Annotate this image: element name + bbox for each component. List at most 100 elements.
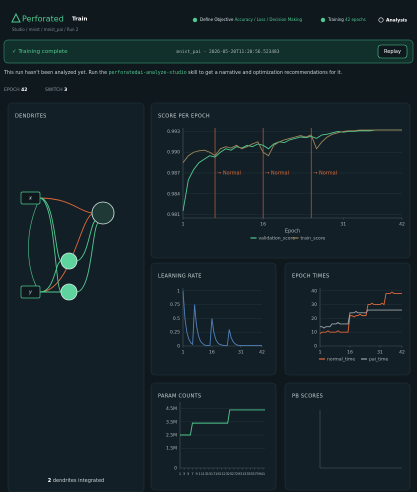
y-tick-label: 0.981 (167, 212, 180, 218)
header: Perforated Train Studio / mnist / mnist_… (11, 12, 407, 32)
output-node (91, 201, 115, 225)
dendrites-footer: 2 dendrites integrated (48, 478, 104, 484)
y-tick-label: 0.993 (167, 129, 180, 135)
x-tick-label: 23 (223, 472, 227, 476)
y-tick-label: 10 (311, 330, 317, 336)
chart-title: PARAM COUNTS (158, 394, 201, 400)
input-label: y (28, 290, 33, 296)
switch-label: → Normal (313, 171, 337, 177)
charts: SCORE PER EPOCH 0.981 0.984 0.987 0.990 0.993… (150, 102, 411, 491)
input-node (20, 285, 41, 299)
y-tick-label: 0 (177, 344, 180, 350)
logo-icon (11, 12, 21, 23)
x-tick-label: 39 (257, 472, 261, 476)
series-line (182, 290, 262, 346)
x-tick-label: 29 (236, 472, 240, 476)
notice: This run hasn't been analyzed yet. Run t… (3, 70, 342, 76)
x-tick-label: 31 (377, 350, 383, 356)
y-tick-label: 0.5 (173, 316, 180, 322)
legend-label: pai_time (369, 357, 389, 363)
y-tick-label: 1.5M (166, 446, 177, 452)
chart-panel (150, 262, 277, 376)
y-tick-label: 20 (311, 316, 317, 322)
y-tick-label: 1 (177, 288, 180, 294)
banner (3, 39, 414, 64)
input-label: x (28, 196, 32, 202)
x-axis-label: Epoch (285, 229, 300, 235)
y-tick-label: 0.75 (170, 302, 180, 308)
replay-label[interactable]: Replay (384, 49, 401, 55)
x-tick-label: 33 (244, 472, 248, 476)
legend-label: validation_score (259, 236, 296, 242)
dendrite-node (60, 252, 78, 270)
y-tick-label: 0.984 (167, 191, 180, 197)
footer-text: dendrites integrated (53, 478, 104, 484)
brand: Perforated (22, 15, 64, 24)
dendrite-node (60, 283, 78, 301)
x-tick-label: 15 (207, 472, 211, 476)
y-tick-label: 0 (174, 466, 177, 472)
x-tick-label: 37 (252, 472, 256, 476)
x-tick-label: 42 (399, 350, 405, 356)
stat-label: SWITCH (45, 87, 63, 93)
step-detail[interactable]: 42 epochs (345, 17, 366, 22)
notice-text: This run hasn't been analyzed yet. Run t… (3, 70, 109, 76)
y-tick-label: 30 (311, 302, 317, 308)
chart-title: SCORE PER EPOCH (158, 114, 210, 120)
step-name[interactable]: Define Objective (200, 17, 234, 22)
series-line (319, 291, 402, 334)
stat: SWITCH 3 (45, 87, 67, 93)
x-tick-label: 31 (240, 472, 244, 476)
chart-title: LEARNING RATE (158, 274, 202, 280)
stat-value: 3 (64, 87, 67, 93)
stat-label: EPOCH (4, 87, 20, 93)
y-tick-label: 2.5M (166, 433, 177, 439)
step-name[interactable]: Training (327, 17, 344, 22)
x-tick-label: 3 (183, 472, 185, 476)
step-icon (192, 17, 198, 23)
x-tick-label: 9 (195, 472, 197, 476)
stat: EPOCH 42 (4, 87, 27, 93)
step-label[interactable]: Training 42 epochs (327, 17, 366, 22)
input-node (20, 191, 41, 205)
chart-panel (284, 382, 411, 491)
switch-label: → Normal (217, 171, 241, 177)
x-tick-label: 42 (259, 350, 265, 356)
dendrite-count: 2 (48, 478, 52, 484)
legend-label: train_score (301, 236, 326, 242)
y-tick-label: 40 (311, 288, 317, 294)
series-line (180, 409, 265, 436)
series-line (320, 309, 402, 329)
step-label[interactable]: Define Objective Accuracy / Loss / Decis… (200, 17, 303, 22)
y-tick-label: 3.5M (166, 419, 177, 425)
x-tick-label: 42 (399, 222, 405, 228)
x-tick-label: 13 (203, 472, 207, 476)
x-tick-label: 16 (260, 222, 266, 228)
x-tick-label: 31 (340, 222, 346, 228)
x-tick-label: 1 (182, 350, 185, 356)
legend-label: normal_time (327, 357, 355, 363)
replay-button[interactable] (377, 44, 408, 59)
x-tick-label: 19 (215, 472, 219, 476)
y-tick-label: 0.990 (167, 150, 180, 156)
x-tick-label: 41 (261, 472, 265, 476)
series-line (182, 129, 402, 163)
x-tick-label: 16 (209, 350, 215, 356)
breadcrumb[interactable]: Studio / mnist / mnist_pai / Run 2 (12, 27, 79, 32)
step-detail[interactable]: Accuracy / Loss / Decision Making (235, 17, 303, 22)
step-name[interactable]: Analysis (386, 18, 407, 24)
x-tick-label: 16 (347, 350, 353, 356)
x-tick-label: 21 (219, 472, 223, 476)
chart-panel (150, 102, 411, 259)
page-title: Train (72, 17, 87, 23)
notice-text: skill to get a narrative and optimizatio… (187, 70, 343, 76)
x-tick-label: 11 (198, 472, 202, 476)
stat-value: 42 (21, 87, 27, 93)
series-line (182, 129, 402, 212)
x-tick-label: 17 (211, 472, 215, 476)
notice-code: perforatedai-analyze-studio (109, 70, 187, 76)
x-tick-label: 1 (319, 350, 322, 356)
step-icon (378, 17, 384, 23)
y-tick-label: 0 (314, 344, 317, 350)
